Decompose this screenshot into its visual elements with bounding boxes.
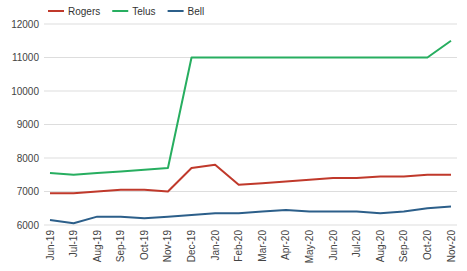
x-tick-label: Jun-20 xyxy=(328,230,339,261)
x-tick-label: Sep-19 xyxy=(115,230,126,263)
legend-label: Telus xyxy=(132,6,155,17)
chart: 6000 7000 8000 9000 10000 11000 12000 Jun-19 Jul… xyxy=(0,0,467,271)
legend-item: Rogers xyxy=(48,6,100,17)
grid-line xyxy=(44,91,457,92)
y-tick-label: 10000 xyxy=(11,86,39,97)
y-tick-label: 8000 xyxy=(17,153,40,164)
x-tick-label: Jul-20 xyxy=(351,230,362,258)
x-tick-label: Dec-19 xyxy=(186,230,197,263)
y-axis: 6000 7000 8000 9000 10000 11000 12000 xyxy=(11,19,457,231)
y-tick-label: 12000 xyxy=(11,19,39,30)
y-tick-label: 6000 xyxy=(17,220,40,231)
legend: Rogers Telus Bell xyxy=(48,6,204,17)
legend-item: Telus xyxy=(112,6,155,17)
legend-swatch xyxy=(112,10,128,12)
series-line xyxy=(50,165,451,193)
series-line xyxy=(50,207,451,224)
x-tick-label: Oct-19 xyxy=(139,230,150,260)
legend-label: Rogers xyxy=(68,6,100,17)
x-tick-label: Nov-19 xyxy=(162,230,173,263)
x-tick-label: Apr-20 xyxy=(280,230,291,260)
x-tick-label: May-20 xyxy=(304,230,315,264)
x-tick-label: Oct-20 xyxy=(422,230,433,260)
x-tick-label: Jan-20 xyxy=(210,230,221,261)
x-tick-label: Jun-19 xyxy=(45,230,56,261)
grid-line xyxy=(44,124,457,125)
x-tick-label: Aug-20 xyxy=(375,230,386,263)
grid-line xyxy=(44,24,457,25)
x-tick-label: Mar-20 xyxy=(257,230,268,262)
legend-swatch xyxy=(48,10,64,12)
legend-swatch xyxy=(168,10,184,12)
x-tick-label: Jul-19 xyxy=(68,230,79,258)
series-line xyxy=(50,41,451,175)
x-tick-label: Nov-20 xyxy=(446,230,457,263)
x-tick-label: Feb-20 xyxy=(233,230,244,262)
legend-item: Bell xyxy=(168,6,205,17)
y-tick-label: 11000 xyxy=(12,52,40,63)
grid-line xyxy=(44,225,457,226)
x-tick-label: Sep-20 xyxy=(398,230,409,263)
x-tick-label: Aug-19 xyxy=(92,230,103,263)
y-tick-label: 9000 xyxy=(17,119,40,130)
grid-line xyxy=(44,158,457,159)
lines xyxy=(50,41,451,224)
legend-label: Bell xyxy=(188,6,205,17)
x-axis: Jun-19 Jul-19 Aug-19 Sep-19 Oct-19 Nov-19 Dec-… xyxy=(45,230,457,264)
y-tick-label: 7000 xyxy=(17,186,40,197)
